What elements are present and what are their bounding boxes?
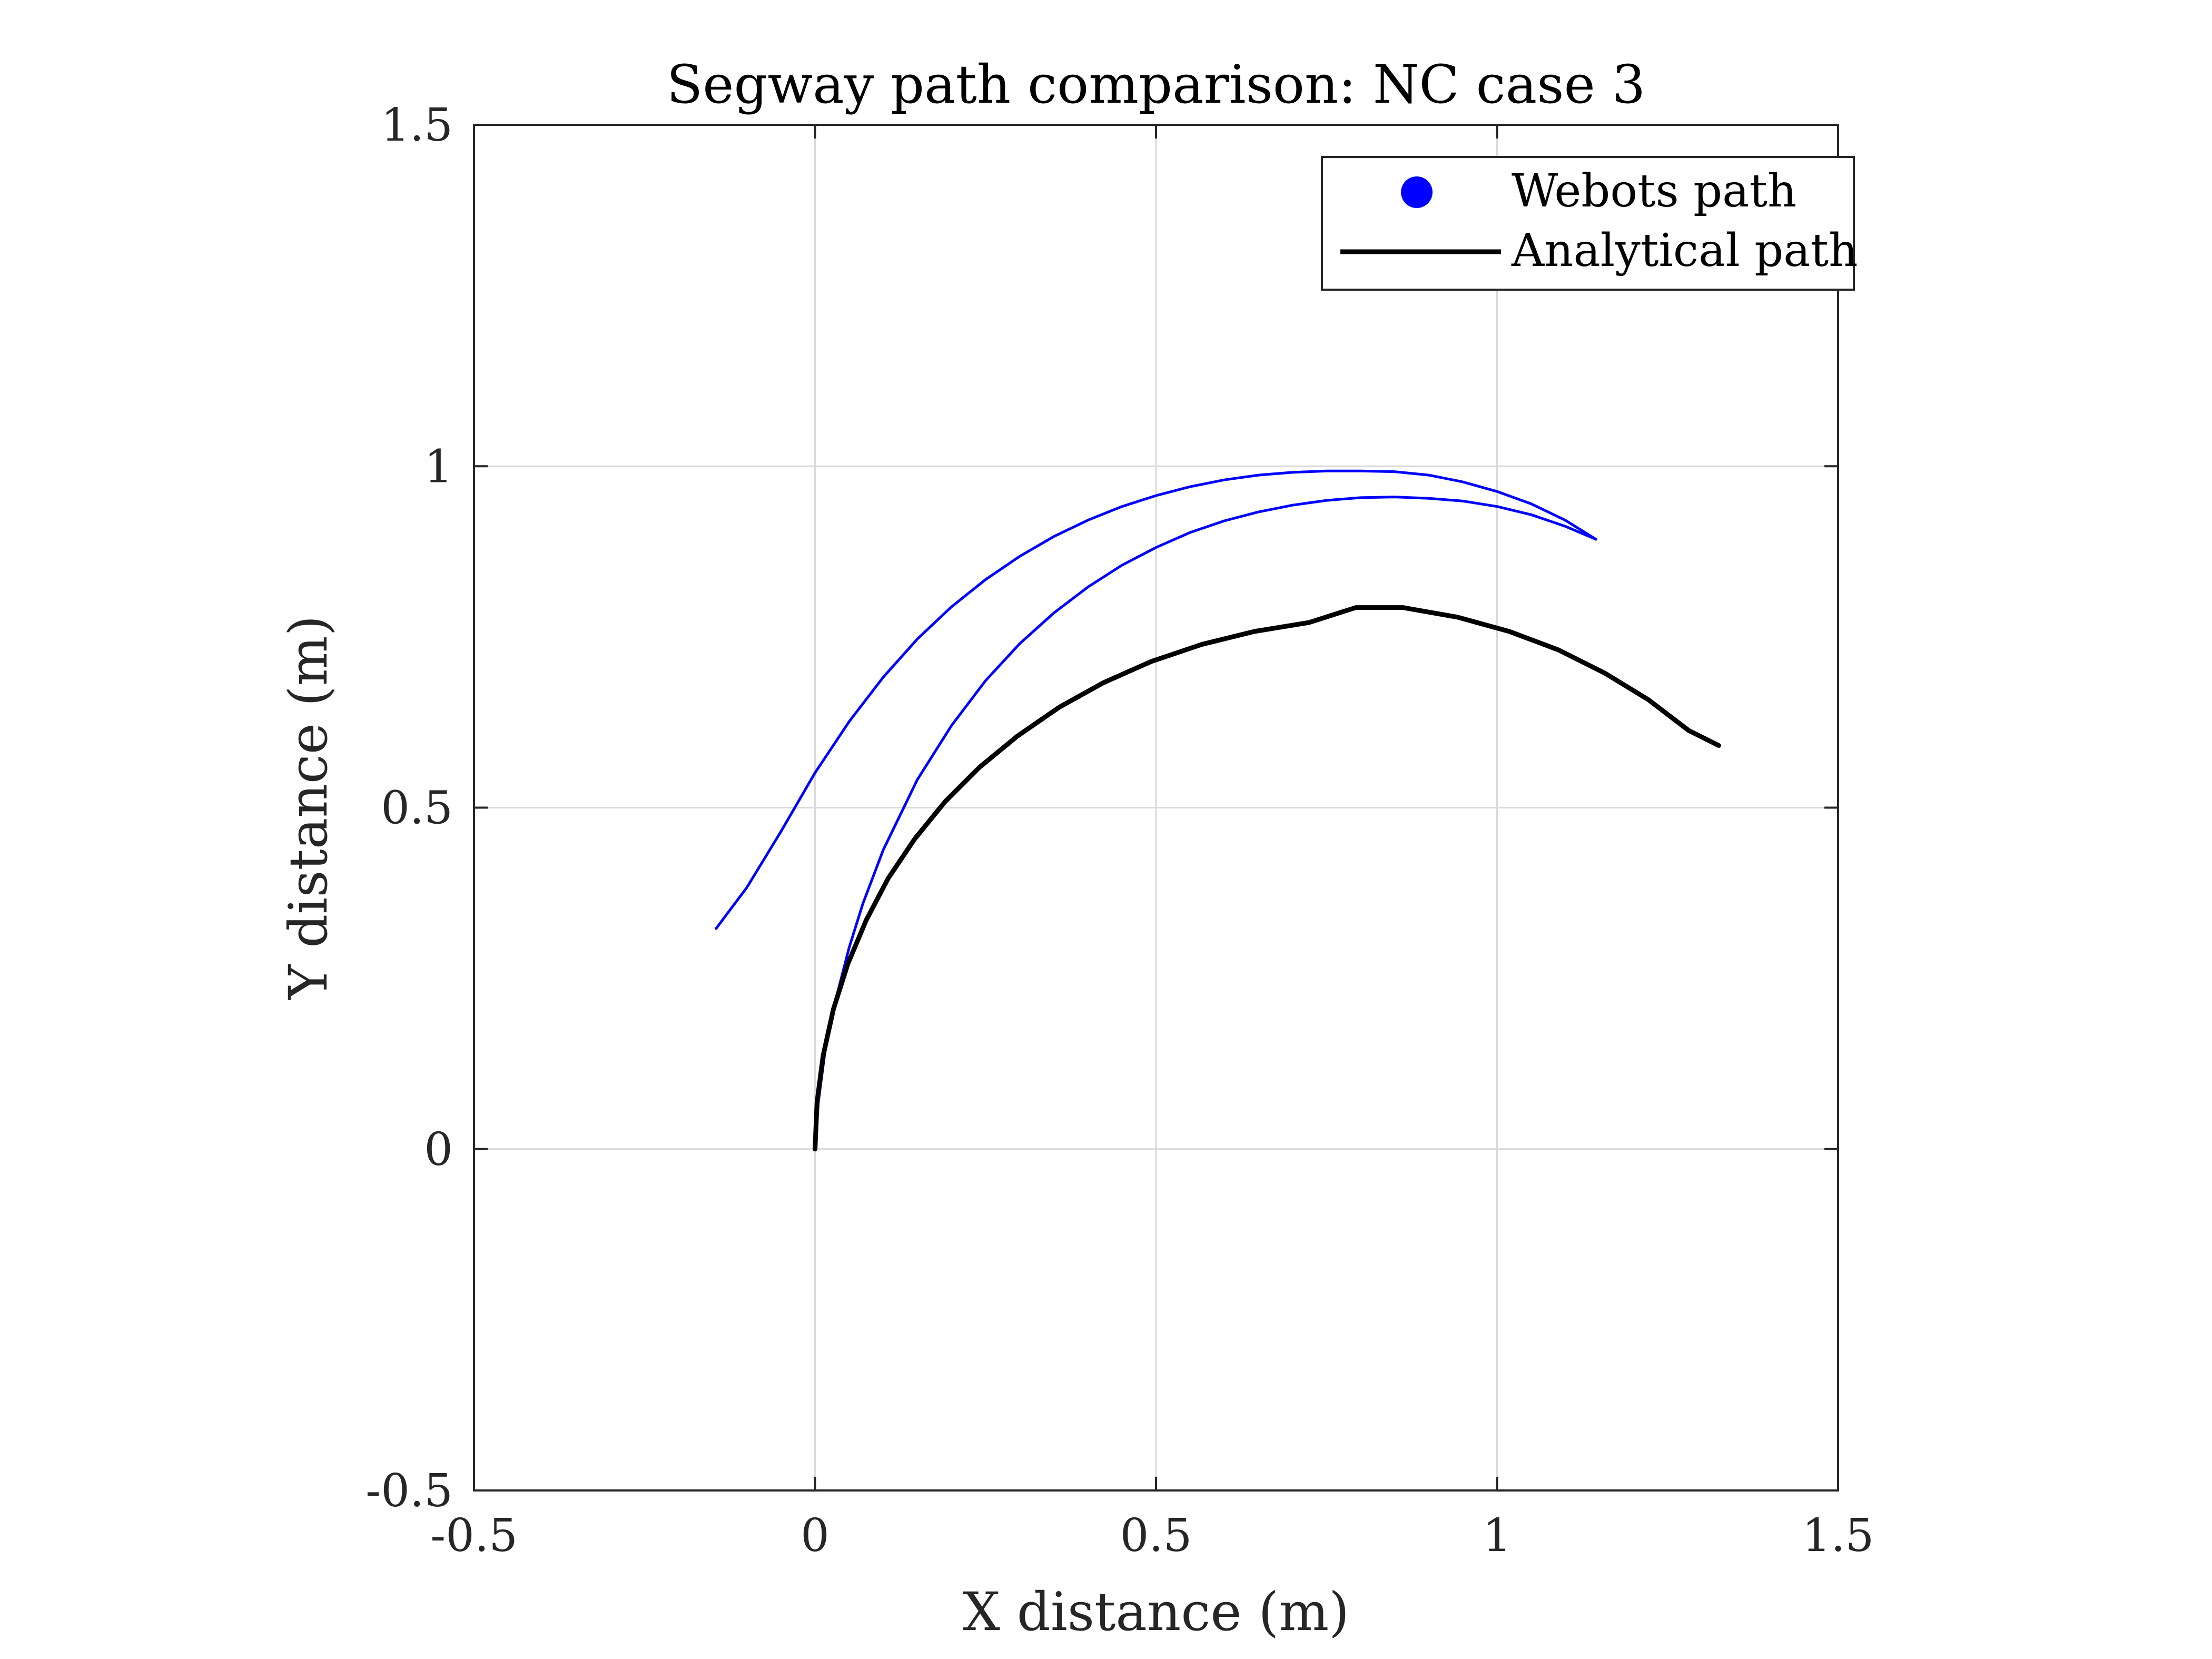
chart-title: Segway path comparison: NC case 3 (667, 54, 1645, 115)
x-axis-label: X distance (m) (963, 1581, 1349, 1643)
legend-label-webots: Webots path (1512, 165, 1796, 218)
x-tick-label: 1 (1483, 1509, 1512, 1562)
webots-path-trace-0 (715, 469, 1597, 930)
y-tick-label: 0.5 (381, 782, 453, 835)
y-tick-label: -0.5 (366, 1465, 453, 1517)
x-tick-label: 1.5 (1802, 1509, 1874, 1562)
legend: Webots path Analytical path (1321, 156, 1858, 291)
y-axis-label: Y distance (m) (278, 615, 339, 1000)
x-tick-label: 0.5 (1120, 1509, 1192, 1562)
series-layer (715, 469, 1721, 1152)
grid (474, 125, 1838, 1490)
analytical-path-line (813, 605, 1721, 1152)
x-tick-label: 0 (801, 1509, 829, 1562)
ticks (473, 124, 1839, 1492)
x-tick-label: -0.5 (430, 1509, 518, 1562)
y-tick-label: 1.5 (381, 99, 453, 152)
legend-marker-webots (1401, 176, 1433, 208)
legend-label-analytical: Analytical path (1511, 224, 1858, 277)
tick-labels: -0.5 0 0.5 1 1.5 -0.5 0 0.5 1 1.5 (366, 99, 1874, 1562)
y-tick-label: 0 (424, 1123, 453, 1176)
y-tick-label: 1 (424, 440, 453, 493)
webots-path-trace-1 (814, 496, 1597, 1151)
